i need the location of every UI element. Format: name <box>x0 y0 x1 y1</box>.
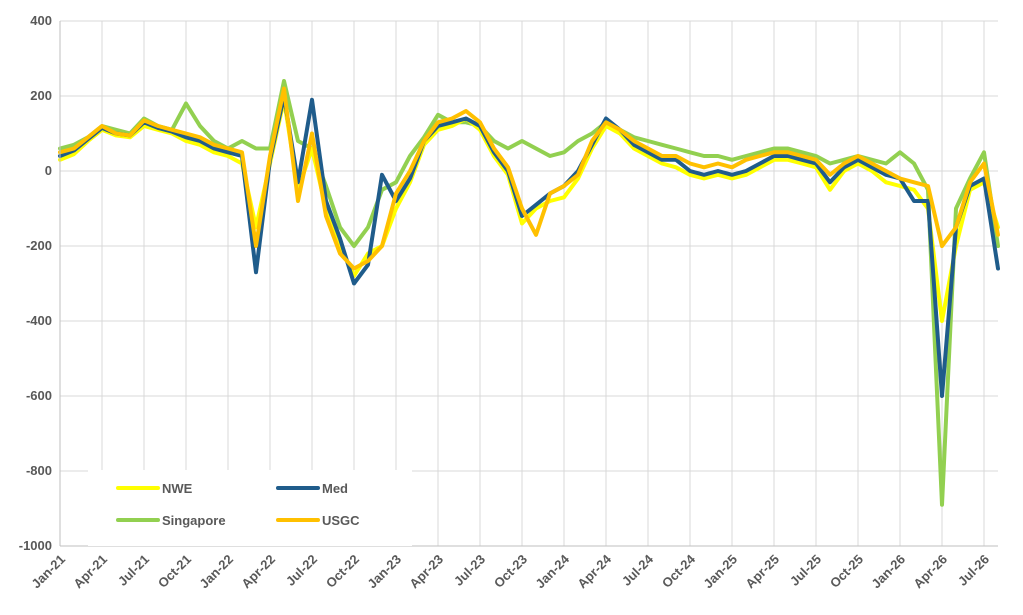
x-tick-label: Jan-21 <box>28 552 68 592</box>
series-line-med <box>58 94 1000 398</box>
y-tick-label: -200 <box>26 238 52 253</box>
x-tick-label: Apr-22 <box>238 552 278 592</box>
y-tick-label: 0 <box>45 163 52 178</box>
x-tick-label: Apr-23 <box>406 552 446 592</box>
x-tick-label: Jul-21 <box>115 552 152 589</box>
x-tick-label: Jan-24 <box>532 551 572 591</box>
y-tick-label: -400 <box>26 313 52 328</box>
x-tick-label: Jan-23 <box>364 552 404 592</box>
x-tick-label: Apr-25 <box>742 552 782 592</box>
x-tick-label: Jan-26 <box>868 552 908 592</box>
x-tick-label: Jul-23 <box>451 552 488 589</box>
legend-label-med: Med <box>322 481 348 496</box>
series-layer <box>58 79 1000 507</box>
y-tick-label: -1000 <box>19 538 52 553</box>
x-tick-label: Jan-22 <box>196 552 236 592</box>
x-tick-label: Jan-25 <box>700 552 740 592</box>
legend-label-usgc: USGC <box>322 513 360 528</box>
x-tick-label: Oct-23 <box>491 552 530 591</box>
x-tick-label: Oct-22 <box>323 552 362 591</box>
y-tick-label: 400 <box>30 13 52 28</box>
series-line-singapore <box>58 79 1000 507</box>
series-line-usgc <box>58 86 1000 271</box>
x-tick-label: Apr-21 <box>70 552 110 592</box>
grid-layer <box>59 20 998 547</box>
x-tick-label: Oct-24 <box>659 551 699 591</box>
x-tick-label: Jul-25 <box>787 552 824 589</box>
x-tick-label: Apr-26 <box>910 552 950 592</box>
legend-label-singapore: Singapore <box>162 513 226 528</box>
y-tick-label: -600 <box>26 388 52 403</box>
x-tick-label: Oct-21 <box>155 552 194 591</box>
x-tick-label: Jul-22 <box>283 552 320 589</box>
y-tick-label: -800 <box>26 463 52 478</box>
x-tick-label: Jul-24 <box>619 551 657 589</box>
legend-label-nwe: NWE <box>162 481 193 496</box>
x-tick-label: Oct-25 <box>827 552 866 591</box>
x-tick-label: Jul-26 <box>955 552 992 589</box>
series-line-nwe <box>58 97 1000 323</box>
legend-background <box>88 470 412 546</box>
x-tick-label: Apr-24 <box>574 551 614 591</box>
y-tick-label: 200 <box>30 88 52 103</box>
legend: NWE Med Singapore USGC <box>88 470 412 546</box>
